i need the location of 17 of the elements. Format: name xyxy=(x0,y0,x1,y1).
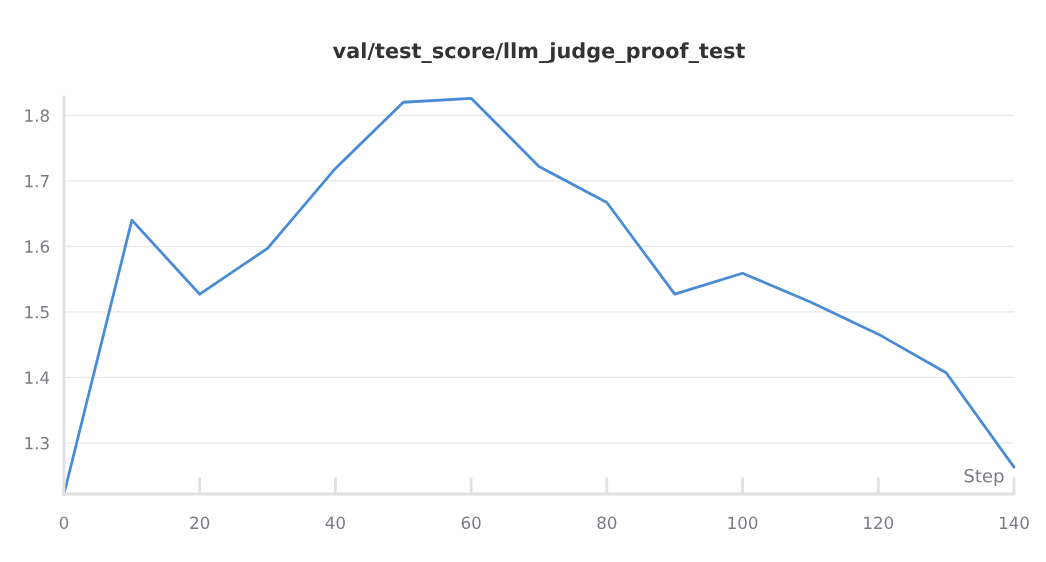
x-tick-label: 80 xyxy=(597,516,617,530)
x-tick-label: 40 xyxy=(325,516,345,530)
line-series xyxy=(62,96,1016,496)
x-tick-label: 100 xyxy=(728,516,758,530)
y-tick-label: 1.4 xyxy=(25,371,50,384)
y-tick-label: 1.6 xyxy=(25,240,50,253)
y-tick-label: 1.3 xyxy=(25,436,49,450)
y-tick-label: 1.5 xyxy=(25,306,49,319)
x-tick-label: 20 xyxy=(190,516,210,530)
chart-title: val/test_score/llm_judge_proof_test xyxy=(332,42,745,64)
x-tick-label: 0 xyxy=(59,516,69,530)
x-tick-label: 140 xyxy=(999,516,1029,530)
y-tick-label: 1.8 xyxy=(25,109,49,122)
x-tick-label: 60 xyxy=(461,516,481,530)
x-axis-title: Step xyxy=(964,468,1004,487)
x-tick-label: 120 xyxy=(864,516,894,530)
y-tick-label: 1.7 xyxy=(25,175,49,188)
